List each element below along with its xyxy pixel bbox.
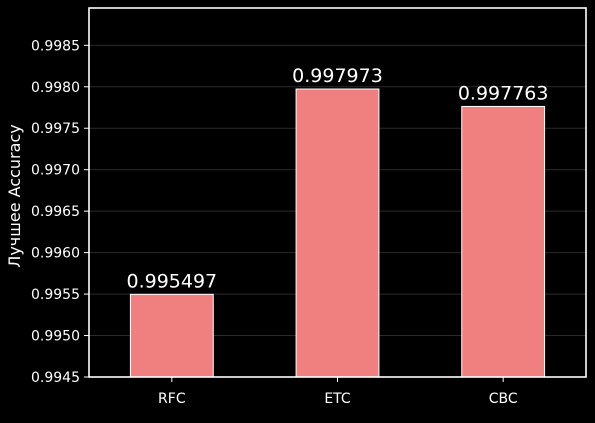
value-label: 0.997763 <box>458 82 549 104</box>
value-label: 0.997973 <box>292 65 383 87</box>
x-tick-label: RFC <box>158 391 186 407</box>
x-tick-label: CBC <box>489 391 518 407</box>
y-tick-label: 0.9960 <box>31 246 80 262</box>
axis-layer: 0.9945 0.9950 0.9955 0.9960 0.9965 0.9970 0.99… <box>31 38 518 407</box>
bar-rfc <box>129 293 214 378</box>
plot-frame <box>88 7 587 378</box>
value-label-layer: 0.995497 0.997973 0.997763 <box>126 65 548 292</box>
y-tick-label: 0.9970 <box>31 163 80 179</box>
y-axis-label: Лучшее Accuracy <box>5 124 24 267</box>
y-tick-label: 0.9975 <box>31 121 80 137</box>
y-tick-label: 0.9950 <box>31 329 80 345</box>
y-tick-label: 0.9980 <box>31 80 80 96</box>
x-tick-label: ETC <box>324 391 351 407</box>
y-tick-label: 0.9965 <box>31 204 80 220</box>
y-tick-label: 0.9985 <box>31 38 80 54</box>
y-tick-label: 0.9945 <box>31 370 80 386</box>
value-label: 0.995497 <box>126 270 217 292</box>
y-tick-label: 0.9955 <box>31 287 80 303</box>
bar-etc <box>295 88 380 378</box>
bar-layer <box>129 88 546 378</box>
bar-cbc <box>461 105 546 378</box>
